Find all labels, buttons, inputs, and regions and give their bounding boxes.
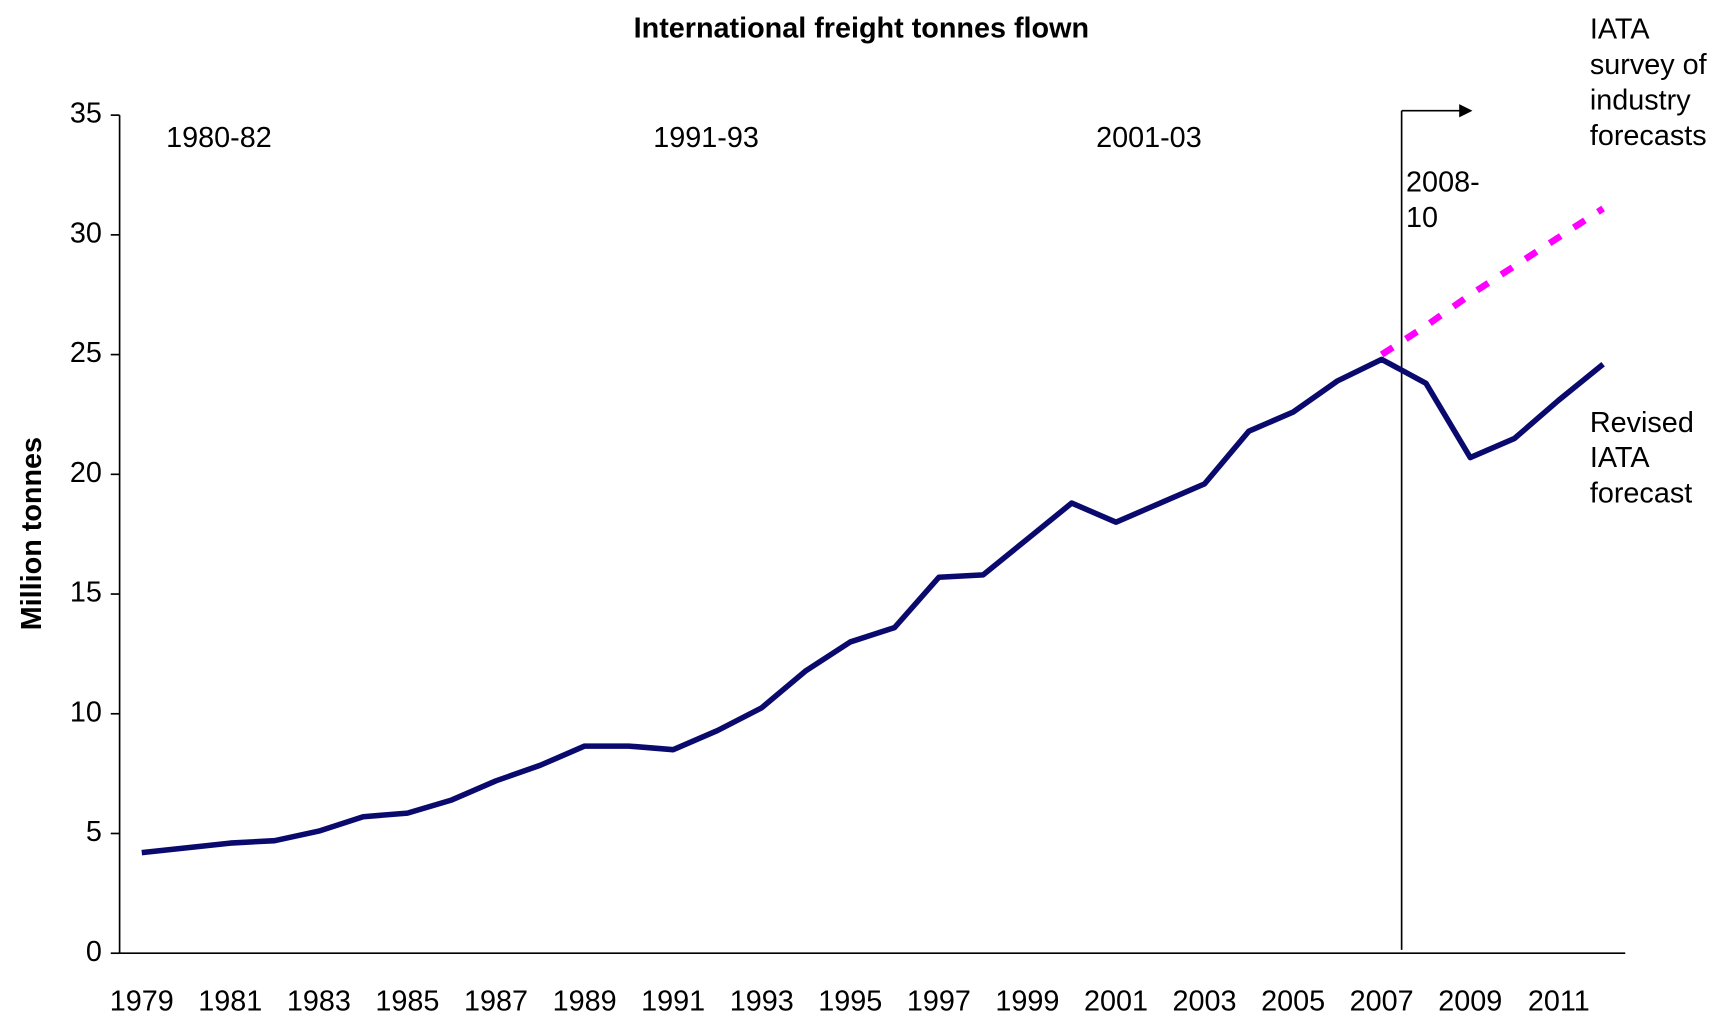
y-tick-label: 5 — [86, 816, 102, 848]
annotation-box: 2001-03 — [1096, 120, 1202, 154]
x-tick-label: 1997 — [907, 986, 971, 1013]
y-tick-label: 20 — [70, 457, 102, 489]
annotation-box: 1991-93 — [653, 120, 759, 154]
y-tick-label: 15 — [70, 577, 102, 609]
annotation: 1980-82 — [166, 120, 272, 154]
x-tick-label: 1987 — [464, 986, 528, 1013]
x-tick-label: 1991 — [641, 986, 705, 1013]
x-tick-label: 1989 — [553, 986, 617, 1013]
arrow-head — [1459, 104, 1473, 118]
x-tick-label: 1995 — [818, 986, 882, 1013]
x-tick-label: 2005 — [1261, 986, 1325, 1013]
x-tick-label: 2003 — [1173, 986, 1237, 1013]
y-tick-label: 25 — [70, 337, 102, 369]
x-tick-label: 1983 — [287, 986, 351, 1013]
x-tick-label: 1981 — [198, 986, 262, 1013]
annotation-box: 1980-82 — [166, 120, 272, 154]
annotation: 2008-10 — [1406, 164, 1480, 234]
y-tick-label: 0 — [86, 936, 102, 968]
x-tick-label: 1999 — [995, 986, 1059, 1013]
series-line — [141, 356, 1605, 856]
y-tick-label: 30 — [70, 217, 102, 249]
x-tick-label: 2011 — [1528, 986, 1590, 1013]
x-tick-label: 1979 — [110, 986, 174, 1013]
annotation: 2001-03 — [1096, 120, 1202, 154]
y-axis-label: Million tonnes — [16, 437, 48, 630]
x-tick-label: 2009 — [1438, 986, 1502, 1013]
series-label-box: Revised IATA forecast — [1589, 405, 1694, 510]
x-tick-label: 1985 — [375, 986, 439, 1013]
y-tick-label: 10 — [70, 696, 102, 728]
series-label: IATA survey of industry forecasts — [1589, 12, 1707, 152]
x-tick-label: 2007 — [1350, 986, 1414, 1013]
series-label-box: IATA survey of industry forecasts — [1589, 12, 1707, 152]
series-label: Revised IATA forecast — [1589, 405, 1694, 510]
y-tick-label: 35 — [70, 98, 102, 130]
x-tick-label: 2001 — [1084, 986, 1148, 1013]
annotation: 1991-93 — [653, 120, 759, 154]
x-tick-label: 1993 — [730, 986, 794, 1013]
annotation-box: 2008-10 — [1406, 164, 1480, 234]
chart-title: International freight tonnes flown — [634, 13, 1089, 45]
